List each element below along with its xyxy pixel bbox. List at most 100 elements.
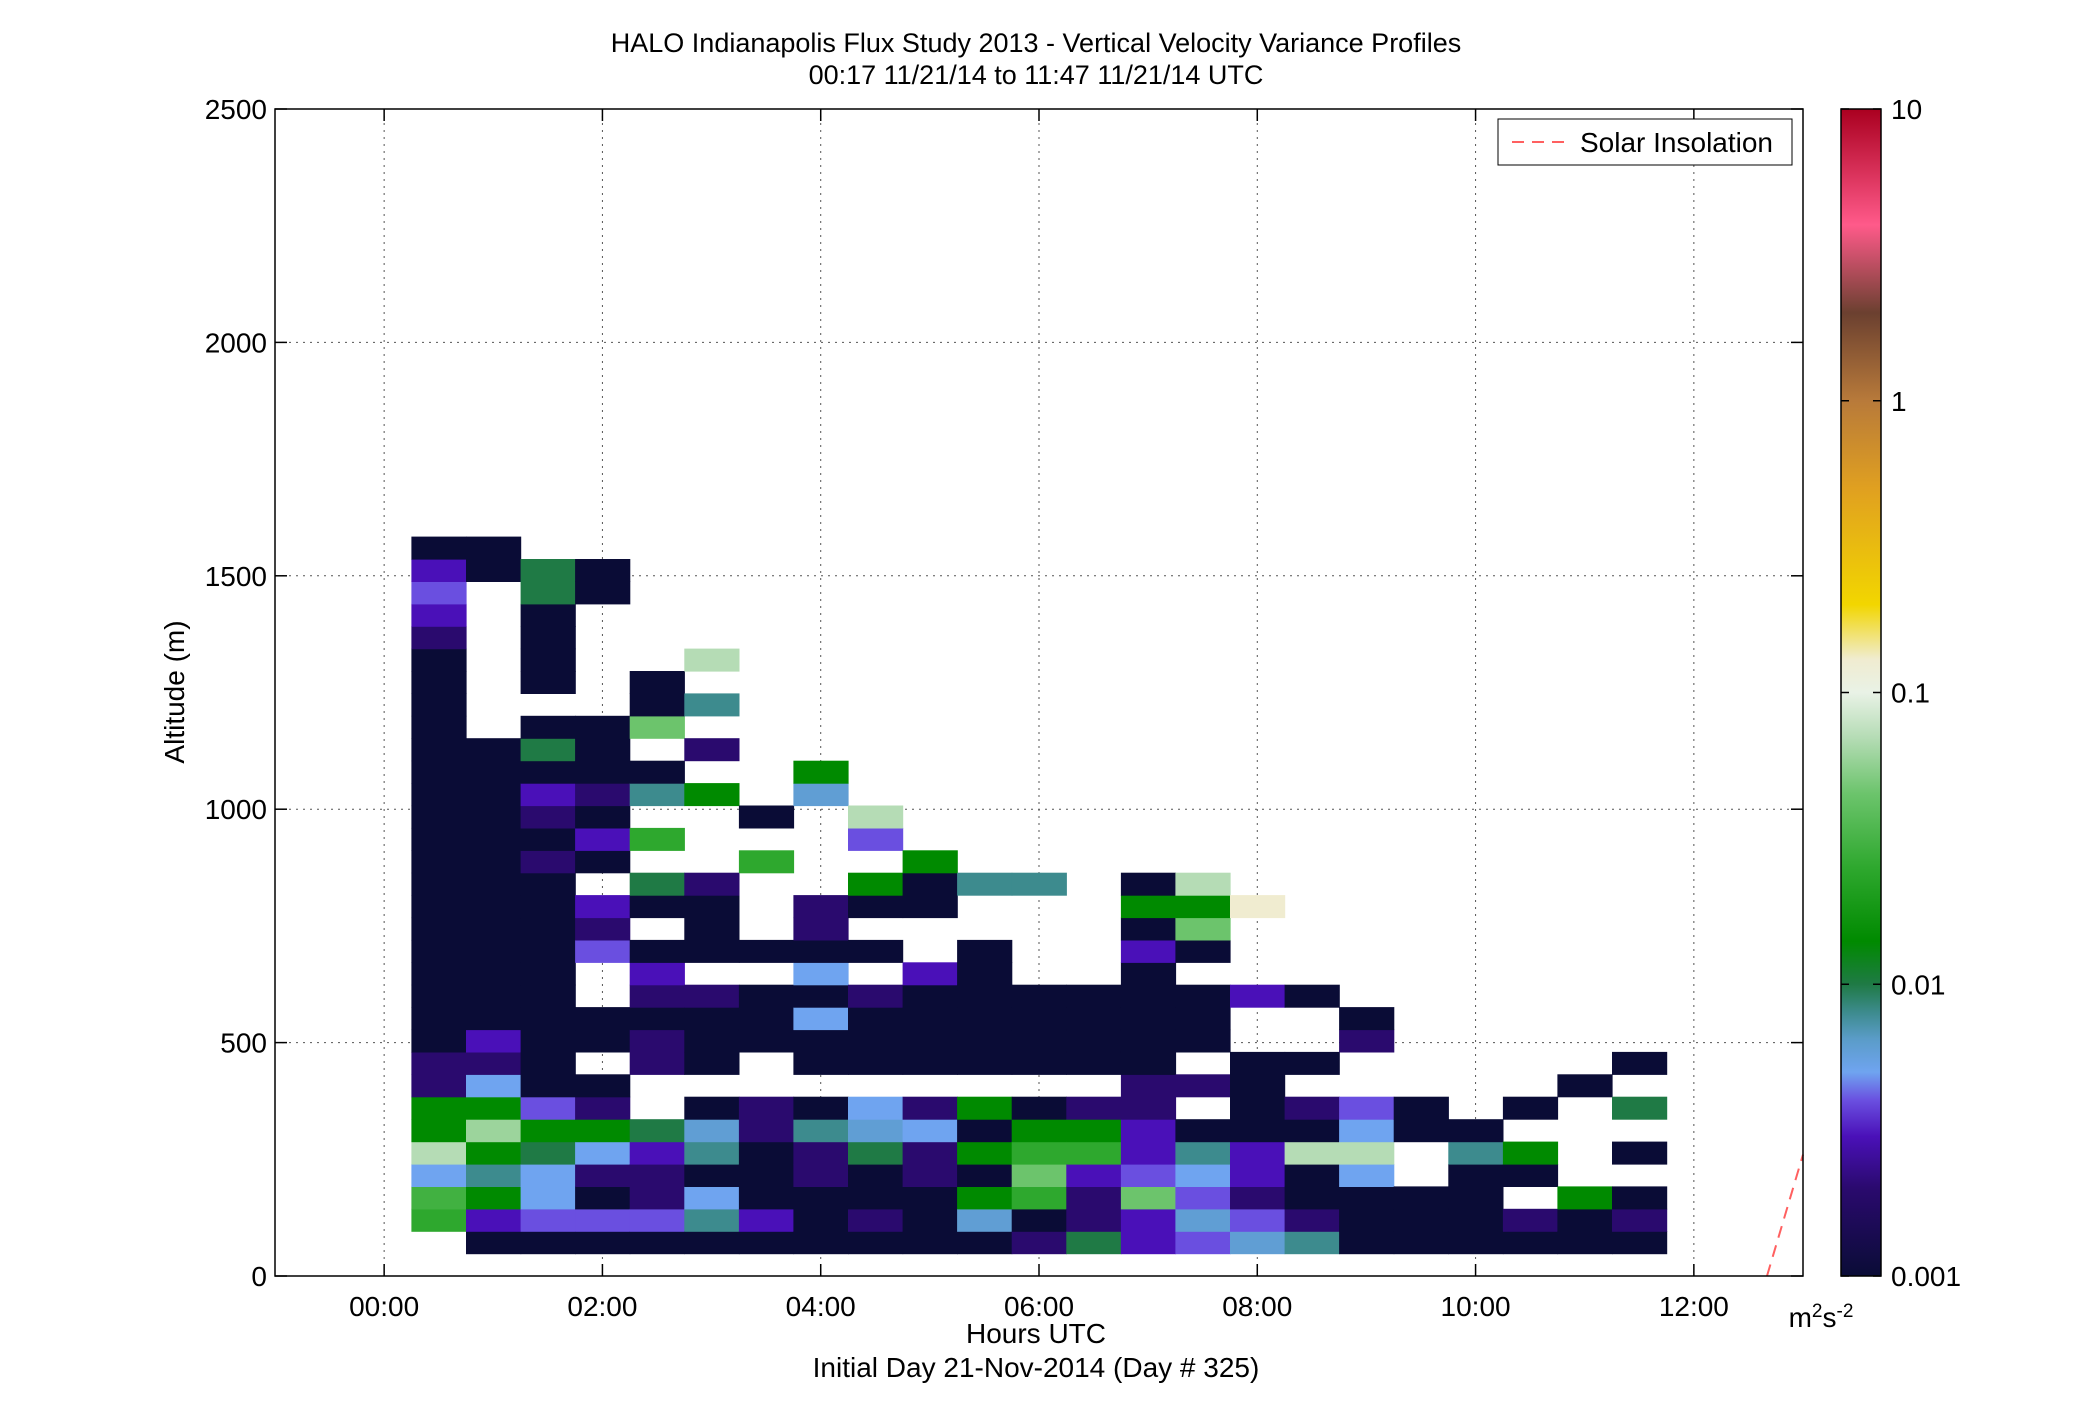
colorbar-tick-label: 10 [1891,94,1922,125]
x-axis-label-secondary: Initial Day 21-Nov-2014 (Day # 325) [813,1352,1260,1383]
heatmap-cell [1011,1208,1067,1232]
heatmap-cell [411,872,467,896]
heatmap-cell [520,1164,576,1187]
heatmap-cell [575,1029,631,1053]
x-tick-label: 02:00 [567,1291,637,1322]
heatmap-cell [902,895,958,919]
heatmap-cell [629,760,685,784]
heatmap-cell [411,1186,467,1210]
heatmap-cell [629,872,685,896]
heatmap-cell [1011,1164,1067,1187]
heatmap-cell [520,760,576,784]
heatmap-cell [793,1119,849,1143]
heatmap-cell [793,1029,849,1053]
heatmap-cell [575,1208,631,1232]
heatmap-cell [411,1208,467,1232]
heatmap-cell [466,1007,522,1031]
heatmap-cell [902,1231,958,1255]
heatmap-cell [684,1007,740,1031]
solar-insolation-series [1766,1154,1804,1277]
heatmap-cell [684,984,740,1008]
heatmap-cell [466,1186,522,1210]
heatmap-cell [1557,1231,1613,1255]
heatmap-cell [520,827,576,851]
heatmap-cell [411,648,467,672]
heatmap-cell [466,872,522,896]
heatmap-cell [1230,895,1286,919]
heatmap-cell [1502,1208,1559,1232]
heatmap-cell [520,1029,576,1053]
heatmap-cell [738,1119,795,1143]
heatmap-cell [848,805,904,829]
heatmap-cell [466,917,522,941]
heatmap-cell [411,1007,467,1031]
heatmap-cell [1393,1186,1449,1210]
heatmap-cell [1284,1119,1340,1143]
heatmap-cell [848,1096,904,1120]
heatmap-cell [629,984,685,1008]
x-tick-label: 12:00 [1659,1291,1729,1322]
heatmap-cell [629,962,685,986]
heatmap-cell [629,1208,685,1232]
heatmap-cell [1502,1096,1559,1120]
heatmap-cell [575,917,631,941]
heatmap-cell [1066,1029,1122,1053]
heatmap-cell [1011,1007,1067,1031]
heatmap-cell [1066,1141,1122,1165]
heatmap-cell [466,962,522,986]
heatmap-cell [848,872,904,896]
heatmap-cell [520,1096,576,1120]
heatmap-cell [520,648,576,672]
heatmap-cell [1557,1074,1613,1098]
heatmap-cell [411,1141,467,1165]
heatmap-cell [902,1164,958,1187]
heatmap-cell [629,693,685,717]
heatmap-cell [411,827,467,851]
heatmap-cell [466,1164,522,1187]
heatmap-cell [1175,872,1231,896]
heatmap-cell [411,603,467,627]
heatmap-cell [1066,984,1122,1008]
heatmap-cell [684,917,740,941]
heatmap-cell [848,1007,904,1031]
heatmap-cell [793,1141,849,1165]
heatmap-cell [411,1164,467,1187]
heatmap-cell [629,1164,685,1187]
heatmap-cell [902,1029,958,1053]
heatmap-cell [738,805,795,829]
heatmap-cell [575,827,631,851]
heatmap-cell [902,1096,958,1120]
heatmap-cell [575,850,631,874]
heatmap-cell [520,581,576,605]
heatmap-cell [793,1051,849,1075]
heatmap-cell [902,984,958,1008]
heatmap-cell [575,715,631,739]
heatmap-cell [1230,1141,1286,1165]
heatmap-cell [1393,1096,1449,1120]
heatmap-cell [848,1029,904,1053]
heatmap-cell [1120,1164,1177,1187]
chart-subtitle: 00:17 11/21/14 to 11:47 11/21/14 UTC [809,60,1264,90]
solar-insolation-line [1766,1154,1804,1277]
heatmap-cell [1011,984,1067,1008]
heatmap-cell [1230,1119,1286,1143]
heatmap-cell [520,939,576,963]
heatmap-cell [520,1208,576,1232]
heatmap-cell [957,1096,1013,1120]
heatmap-cell [629,1007,685,1031]
heatmap-cell [793,1096,849,1120]
heatmap-cell [1230,1096,1286,1120]
heatmap-cell [1612,1141,1668,1165]
heatmap-cell [411,783,467,807]
heatmap-cell [466,1096,522,1120]
y-tick-label: 0 [251,1261,267,1292]
heatmap-cell [738,1007,795,1031]
heatmap-cell [793,1231,849,1255]
heatmap-cell [738,1231,795,1255]
heatmap-cell [684,872,740,896]
heatmap-cell [1120,939,1177,963]
heatmap-cell [1612,1051,1668,1075]
heatmap-cell [1448,1164,1504,1187]
heatmap-cell [466,559,522,582]
heatmap-cell [1120,1186,1177,1210]
